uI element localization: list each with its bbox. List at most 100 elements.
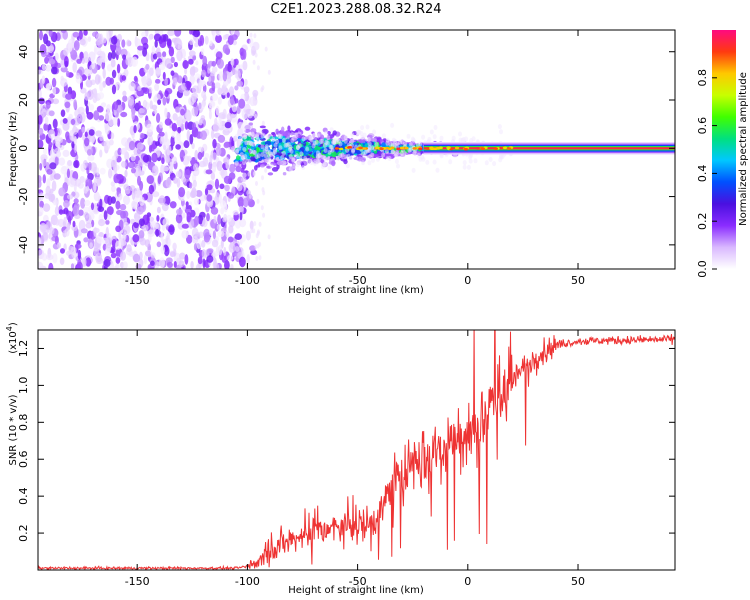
spectrogram-noise-mark bbox=[93, 110, 100, 121]
spectrogram-halo-mark bbox=[406, 133, 411, 139]
spectrogram-signal-mark bbox=[271, 132, 276, 135]
spectrogram-noise-mark bbox=[223, 142, 230, 149]
spectrogram-noise-mark bbox=[212, 31, 216, 41]
spectrogram-noise-mark bbox=[68, 177, 76, 188]
spectrogram-noise-mark bbox=[38, 179, 42, 188]
spectrogram-noise-mark bbox=[203, 234, 210, 243]
spectrogram-noise-mark bbox=[163, 138, 170, 147]
spectrogram-noise-mark bbox=[188, 58, 194, 65]
spectrogram-noise-mark bbox=[128, 161, 136, 169]
spectrogram-noise-mark bbox=[135, 38, 142, 48]
spectrogram-noise-mark bbox=[60, 248, 65, 254]
spectrogram-noise-mark bbox=[137, 85, 142, 92]
spectrogram-noise-mark bbox=[105, 226, 110, 238]
spectrogram-signal-mark bbox=[242, 172, 247, 178]
spectrogram-noise-mark bbox=[252, 59, 256, 65]
spectrogram-noise-mark bbox=[44, 64, 52, 72]
spectrogram-noise-mark bbox=[50, 227, 55, 235]
spectrogram-noise-mark bbox=[185, 111, 192, 120]
spectrogram-halo-mark bbox=[243, 154, 248, 160]
spectrogram-signal-mark bbox=[312, 132, 316, 139]
snr-y-multiplier: (x104) bbox=[5, 322, 19, 354]
spectrogram-noise-mark bbox=[194, 35, 199, 43]
spectrogram-noise-mark bbox=[62, 118, 68, 124]
spectrogram-noise-mark bbox=[151, 45, 155, 55]
spectrogram-noise-mark bbox=[58, 187, 66, 197]
spectrogram-noise-mark bbox=[212, 152, 217, 161]
spectrogram-noise-mark bbox=[45, 40, 51, 47]
spectrogram-halo-mark bbox=[255, 137, 260, 143]
spectrogram-noise-mark bbox=[215, 30, 220, 35]
spectrogram-noise-mark bbox=[227, 236, 234, 243]
spectrogram-halo-mark bbox=[242, 147, 247, 152]
spectrogram-noise-mark bbox=[83, 237, 89, 243]
spectrogram-noise-mark bbox=[95, 130, 102, 137]
spectrogram-noise-mark bbox=[260, 205, 264, 211]
spectrogram-noise-mark bbox=[92, 205, 100, 215]
spectrogram-noise-mark bbox=[99, 149, 103, 158]
spectrogram-noise-mark bbox=[93, 247, 99, 257]
spectrogram-noise-mark bbox=[107, 52, 112, 61]
spectrogram-noise-mark bbox=[222, 80, 229, 87]
spectrogram-halo-mark bbox=[321, 154, 326, 160]
spectrogram-noise-mark bbox=[181, 176, 187, 183]
spectrogram-noise-mark bbox=[229, 90, 234, 97]
spectrogram-noise-mark bbox=[122, 90, 127, 97]
spectrogram-noise-mark bbox=[260, 87, 264, 93]
spectrogram-noise-mark bbox=[88, 163, 92, 171]
spectrogram-noise-mark bbox=[245, 230, 251, 241]
spectrogram-noise-mark bbox=[224, 184, 230, 192]
spectrogram-noise-mark bbox=[67, 160, 73, 167]
spectrogram-noise-mark bbox=[136, 142, 144, 151]
spectrogram-halo-mark bbox=[353, 155, 358, 161]
spectrogram-noise-mark bbox=[169, 161, 173, 172]
spectrogram-noise-mark bbox=[243, 86, 250, 94]
spectrogram-noise-mark bbox=[183, 140, 190, 149]
spectrogram-noise-mark bbox=[162, 166, 170, 172]
spectrogram-noise-mark bbox=[144, 239, 150, 248]
spectrogram-noise-mark bbox=[188, 96, 195, 106]
spectrogram-noise-mark bbox=[255, 233, 259, 239]
spectrogram-noise-mark bbox=[153, 33, 162, 42]
spectrogram-noise-mark bbox=[111, 84, 117, 95]
spectrogram-noise-mark bbox=[181, 223, 190, 229]
spectrogram-noise-mark bbox=[162, 96, 167, 106]
spectrogram-noise-mark bbox=[65, 131, 70, 140]
spectrogram-noise-mark bbox=[217, 214, 222, 225]
spectrogram-noise-mark bbox=[194, 149, 199, 161]
spectrogram-noise-mark bbox=[225, 231, 230, 238]
spectrogram-noise-mark bbox=[52, 86, 57, 96]
spectrogram-noise-mark bbox=[93, 88, 98, 98]
spectrogram-noise-mark bbox=[148, 34, 153, 41]
spectrogram-noise-mark bbox=[249, 109, 256, 116]
spectrogram-noise-mark bbox=[220, 200, 227, 209]
spectrogram-halo-mark bbox=[346, 153, 351, 159]
spectrogram-halo-mark bbox=[351, 147, 356, 153]
colorbar-label: Normalized spectral amplitude bbox=[738, 72, 749, 226]
spectrogram-noise-mark bbox=[175, 171, 182, 178]
spectrogram-noise-mark bbox=[139, 196, 145, 206]
spectrogram-noise-mark bbox=[156, 215, 160, 222]
spectrogram-noise-mark bbox=[80, 197, 86, 209]
spectrogram-noise-mark bbox=[121, 39, 126, 48]
spectrogram-noise-mark bbox=[172, 77, 178, 86]
spectrogram-noise-mark bbox=[39, 163, 43, 171]
spectrogram-noise-mark bbox=[165, 257, 173, 264]
spectrogram-noise-mark bbox=[73, 116, 81, 126]
spectrogram-noise-mark bbox=[192, 122, 196, 131]
spectrogram-noise-mark bbox=[51, 180, 57, 192]
spectrogram-noise-mark bbox=[159, 136, 164, 145]
spectrogram-noise-mark bbox=[41, 75, 46, 84]
spectrogram-noise-mark bbox=[156, 51, 162, 58]
spectrogram-noise-mark bbox=[179, 253, 183, 261]
spectrogram-noise-mark bbox=[63, 47, 69, 56]
spectrogram-signal-mark bbox=[259, 125, 266, 129]
spectrogram-noise-mark bbox=[199, 80, 207, 87]
spectrogram-noise-mark bbox=[168, 46, 175, 57]
spectrogram-noise-mark bbox=[138, 230, 145, 239]
spectrogram-noise-mark bbox=[48, 110, 55, 117]
spectrogram-halo-mark bbox=[301, 165, 306, 170]
spectrogram-noise-mark bbox=[101, 37, 107, 44]
spectrogram-noise-mark bbox=[158, 131, 165, 137]
